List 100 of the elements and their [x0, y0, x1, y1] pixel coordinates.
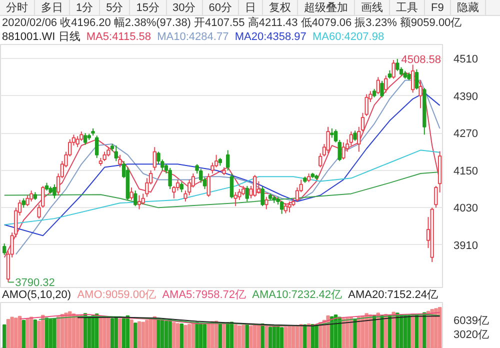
bar: [276, 326, 280, 348]
bar: [29, 316, 34, 348]
candlestick: [168, 167, 172, 190]
bar: [130, 319, 134, 348]
bar: [80, 314, 84, 348]
line-series: [4, 92, 440, 236]
bar: [176, 323, 180, 348]
candlestick: [83, 132, 88, 146]
bar: [241, 324, 246, 348]
bar: [98, 317, 103, 348]
candlestick: [284, 202, 288, 214]
bar: [91, 315, 95, 348]
text: F9: [425, 0, 451, 16]
candlestick: [252, 174, 257, 198]
bar: [268, 326, 272, 348]
bar: [264, 326, 268, 348]
candlestick: [414, 68, 419, 90]
line-series: [4, 150, 440, 226]
candlestick: [376, 76, 380, 95]
bar: [72, 314, 76, 348]
bar: [260, 324, 264, 348]
bar: [60, 314, 64, 348]
bar: [26, 318, 30, 348]
text: MA20:4358.97: [234, 31, 306, 43]
bar: [288, 326, 292, 348]
bar: [56, 316, 60, 348]
candlestick: [102, 151, 106, 162]
bar: [122, 318, 126, 348]
candlestick: [206, 172, 210, 198]
candlestick: [2, 242, 6, 256]
candlestick: [52, 184, 56, 199]
y-tick-label: 3910: [454, 240, 478, 252]
bar: [195, 322, 199, 348]
candlestick: [118, 154, 122, 168]
bar: [64, 312, 68, 348]
text: 15分: [130, 0, 166, 16]
y-tick-label: 4150: [454, 165, 478, 178]
text: 5分: [100, 0, 130, 16]
text: 工具: [390, 0, 425, 16]
candlestick: [288, 200, 292, 213]
bar: [326, 315, 330, 348]
candlestick: [380, 80, 384, 98]
bar: [292, 326, 296, 348]
bar: [18, 316, 22, 348]
bar: [256, 324, 261, 348]
candlestick: [137, 194, 142, 210]
bar: [314, 324, 318, 348]
bar: [110, 318, 114, 348]
y-tick-label: 4270: [454, 128, 478, 140]
y-tick-label: 4390: [454, 90, 478, 103]
bar: [430, 309, 434, 348]
line-series: [38, 314, 440, 326]
candlestick: [384, 75, 388, 94]
bar: [14, 318, 18, 348]
bar: [299, 324, 303, 348]
text: 分时: [0, 0, 35, 16]
series-label: AMO:9059.00亿: [77, 289, 156, 301]
bar: [160, 320, 164, 348]
bar: [141, 322, 145, 348]
chart-subtitle: 2020/02/06 收4196.20 幅2.38%(97.38) 开4107.55 高4211.43 低4079.06 振3.23% 额9059.00亿: [1, 17, 462, 29]
bar: [2, 324, 6, 348]
bar: [184, 324, 188, 348]
bar: [118, 318, 122, 348]
bar: [438, 306, 442, 348]
candlestick: [226, 150, 230, 171]
candlestick: [114, 145, 118, 162]
bar: [234, 324, 238, 348]
text: 隐藏: [450, 0, 486, 16]
candlestick: [26, 194, 30, 207]
line-series: [77, 316, 440, 326]
y-tick-label: 6039亿: [454, 315, 489, 328]
candlestick: [29, 190, 34, 202]
bar: [249, 326, 253, 348]
annotation: 3790.32: [15, 277, 55, 290]
bar: [164, 320, 168, 348]
bar: [199, 323, 203, 348]
bar: [145, 320, 149, 348]
bar: [272, 326, 276, 348]
text: MA10:4284.77: [157, 31, 229, 43]
bar: [418, 314, 422, 348]
y-tick-label: 3020亿: [454, 328, 489, 341]
bar: [222, 324, 226, 348]
text: 多日: [35, 0, 70, 16]
bar: [353, 318, 357, 348]
candlestick: [152, 146, 156, 171]
bar: [306, 324, 311, 348]
candlestick: [396, 58, 400, 72]
text: MA60:4207.98: [312, 31, 384, 43]
y-tick-label: 4510: [454, 53, 478, 66]
bar: [22, 320, 26, 348]
candlestick: [280, 200, 284, 214]
line-series: [19, 312, 440, 327]
bar: [180, 324, 184, 348]
bar: [380, 315, 384, 348]
bar: [238, 325, 242, 348]
bar: [52, 318, 56, 348]
bar: [10, 316, 14, 348]
bar: [106, 316, 110, 348]
bar: [6, 318, 10, 348]
bar: [226, 322, 230, 348]
